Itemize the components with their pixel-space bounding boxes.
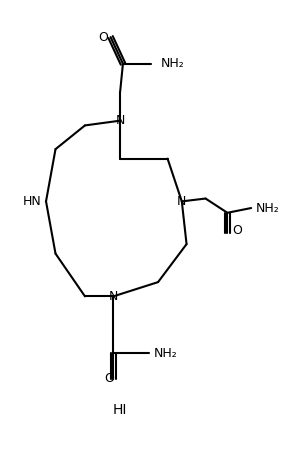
Text: NH₂: NH₂ (153, 347, 177, 360)
Text: O: O (232, 224, 242, 238)
Text: N: N (115, 114, 125, 127)
Text: NH₂: NH₂ (161, 57, 185, 70)
Text: NH₂: NH₂ (256, 202, 280, 215)
Text: HN: HN (23, 195, 41, 208)
Text: O: O (104, 373, 114, 385)
Text: HI: HI (113, 403, 127, 417)
Text: O: O (98, 30, 108, 44)
Text: N: N (109, 290, 118, 303)
Text: N: N (177, 195, 186, 208)
